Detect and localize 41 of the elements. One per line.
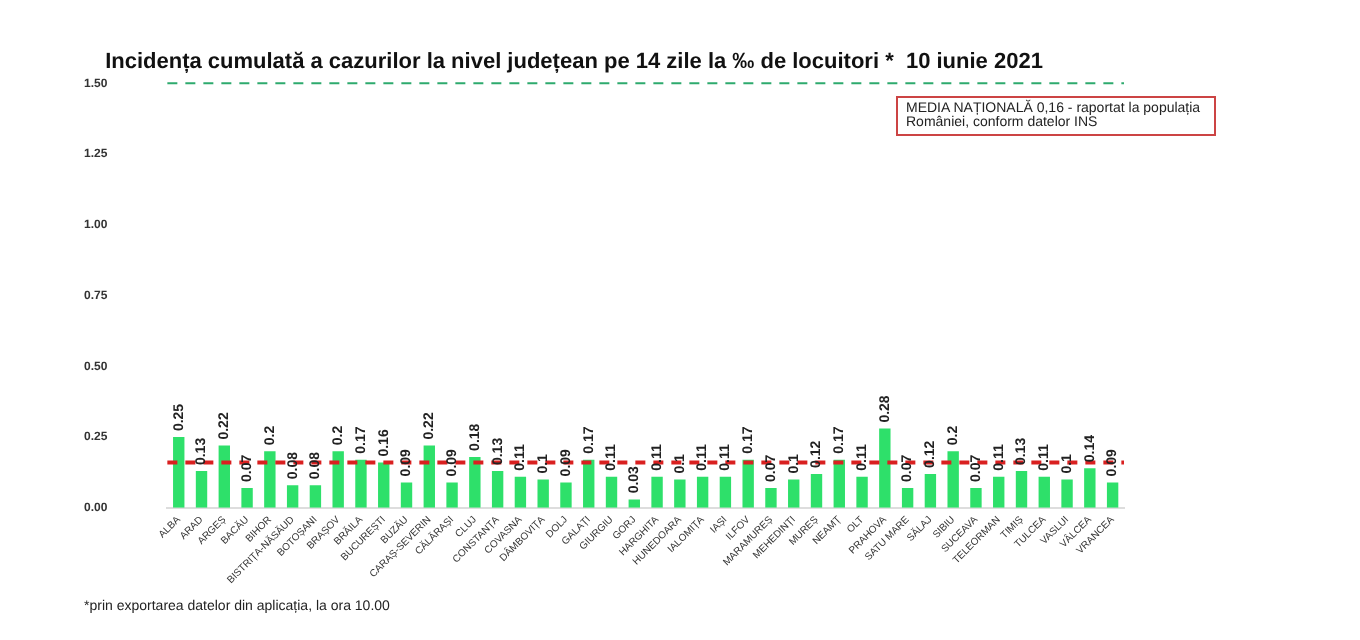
bar xyxy=(924,473,937,508)
bar xyxy=(423,445,435,508)
bar xyxy=(469,456,481,508)
bar xyxy=(491,471,504,508)
bar xyxy=(605,476,618,508)
bar xyxy=(765,488,777,508)
bar xyxy=(788,479,800,508)
bar xyxy=(947,451,959,508)
bar xyxy=(173,437,185,508)
bar xyxy=(309,485,322,508)
bar xyxy=(195,471,208,508)
bar xyxy=(651,476,663,508)
bar xyxy=(879,428,891,508)
chart-title: Incidența cumulată a cazurilor la nivel județean pe 14 zile la ‰ de locuitori * 10 iunie 2021 xyxy=(105,50,1043,75)
bar xyxy=(218,445,230,508)
bar xyxy=(1084,468,1096,508)
bar xyxy=(1106,482,1119,508)
bar xyxy=(537,479,549,508)
bar xyxy=(856,476,868,508)
bar xyxy=(400,482,413,508)
bar xyxy=(628,499,640,508)
bar xyxy=(378,462,390,508)
bar xyxy=(696,476,709,508)
bar xyxy=(286,485,299,508)
bar xyxy=(674,479,686,508)
bar xyxy=(1061,479,1073,508)
bar xyxy=(1015,471,1028,508)
bar xyxy=(560,482,572,508)
bar xyxy=(719,476,732,508)
bar xyxy=(1038,476,1050,508)
bar xyxy=(332,451,344,508)
bar xyxy=(446,482,458,508)
bar xyxy=(264,451,276,508)
bar xyxy=(970,488,982,508)
bar xyxy=(993,476,1005,508)
bar xyxy=(355,459,367,508)
bar xyxy=(514,476,527,508)
bar xyxy=(742,459,754,508)
bar xyxy=(810,473,823,508)
bar xyxy=(241,488,253,508)
bar xyxy=(901,488,914,508)
